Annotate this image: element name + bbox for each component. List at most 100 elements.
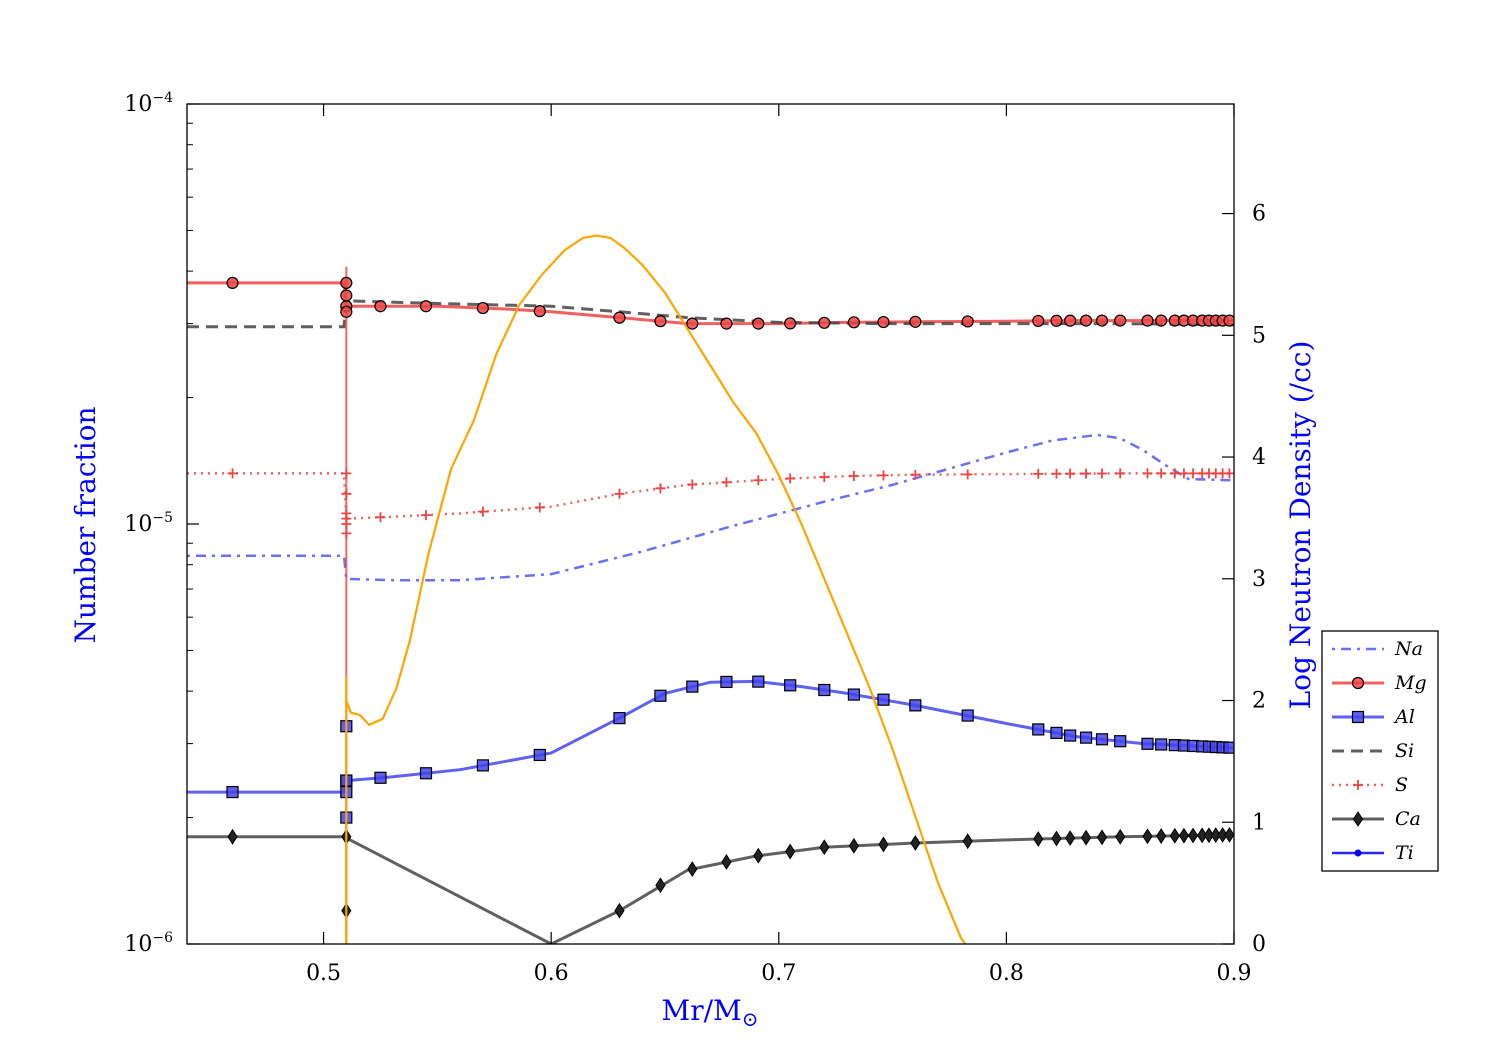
legend-label-al: Al bbox=[1393, 706, 1415, 728]
marker-ca bbox=[848, 837, 859, 854]
marker-ca bbox=[1051, 830, 1062, 847]
marker-al bbox=[1095, 733, 1109, 746]
tick-base: 10 bbox=[124, 932, 152, 957]
x-tick-label: 0.6 bbox=[534, 961, 569, 986]
marker-mg bbox=[1223, 314, 1234, 327]
marker-s bbox=[1096, 468, 1107, 479]
marker-mg bbox=[818, 316, 831, 329]
y-right-tick-label: 2 bbox=[1252, 689, 1266, 714]
series-line-s bbox=[187, 472, 1234, 520]
x-tick-label: 0.5 bbox=[306, 961, 341, 986]
marker-mg bbox=[340, 289, 353, 302]
marker-al bbox=[613, 712, 626, 725]
marker-ca bbox=[1080, 829, 1092, 846]
marker-mg bbox=[533, 305, 546, 318]
legend-label-si: Si bbox=[1395, 740, 1414, 762]
legend-label-ca: Ca bbox=[1395, 808, 1421, 830]
marker-s bbox=[819, 472, 830, 483]
x-axis-title: Mr/M⊙ bbox=[662, 994, 759, 1031]
marker-mg bbox=[1064, 314, 1077, 327]
y-axis-title-right: Log Neutron Density (/cc) bbox=[1284, 341, 1317, 710]
marker-mg bbox=[654, 315, 667, 328]
y-right-tick-label: 1 bbox=[1252, 810, 1266, 835]
marker-s bbox=[227, 468, 238, 479]
y-left-tick-label: 10−6 bbox=[124, 930, 173, 957]
marker-s bbox=[1065, 468, 1076, 479]
marker-s bbox=[1033, 468, 1044, 479]
marker-al bbox=[1079, 731, 1093, 744]
marker-ca bbox=[1217, 827, 1228, 843]
marker-mg bbox=[1050, 314, 1063, 327]
marker-mg bbox=[374, 300, 387, 313]
y-right-tick-label: 3 bbox=[1252, 567, 1266, 592]
marker-al bbox=[476, 759, 489, 772]
marker-al bbox=[654, 689, 667, 702]
marker-s bbox=[1051, 468, 1062, 479]
marker-al bbox=[533, 748, 546, 762]
marker-s bbox=[848, 471, 859, 482]
marker-mg bbox=[1095, 314, 1109, 327]
marker-ca bbox=[614, 902, 625, 919]
marker-ca bbox=[1210, 827, 1221, 844]
y-left-tick-label: 10−5 bbox=[124, 510, 173, 537]
legend-marker-s bbox=[1353, 780, 1363, 790]
marker-al bbox=[1050, 726, 1063, 740]
plot-background bbox=[187, 104, 1234, 944]
y-axis-title-left: Number fraction bbox=[69, 406, 102, 643]
marker-ca bbox=[819, 839, 830, 856]
marker-s bbox=[1188, 468, 1199, 479]
tick-base: 10 bbox=[124, 92, 152, 117]
marker-s bbox=[341, 508, 352, 519]
marker-mg bbox=[476, 301, 489, 315]
marker-ca bbox=[1096, 829, 1108, 846]
marker-mg bbox=[961, 315, 974, 328]
marker-al bbox=[1141, 737, 1154, 750]
marker-al bbox=[720, 675, 733, 689]
marker-al bbox=[909, 699, 922, 712]
marker-ca bbox=[878, 836, 889, 853]
marker-al bbox=[374, 771, 387, 784]
marker-s bbox=[687, 479, 698, 490]
x-tick-label: 0.7 bbox=[761, 961, 796, 986]
marker-s bbox=[1178, 468, 1189, 479]
legend-marker-mg bbox=[1351, 676, 1365, 690]
marker-mg bbox=[686, 317, 699, 330]
marker-mg bbox=[1141, 314, 1154, 327]
marker-mg bbox=[1079, 314, 1093, 327]
marker-mg bbox=[226, 276, 239, 290]
marker-al bbox=[818, 683, 831, 697]
marker-s bbox=[655, 483, 666, 494]
marker-mg bbox=[419, 300, 433, 313]
marker-al bbox=[1155, 738, 1168, 751]
y-right-tick-label: 5 bbox=[1252, 323, 1266, 348]
marker-ca bbox=[1033, 831, 1044, 847]
marker-al bbox=[686, 680, 699, 693]
marker-s bbox=[341, 519, 352, 529]
marker-ca bbox=[655, 877, 666, 894]
legend-marker-ti bbox=[1354, 849, 1362, 857]
series-line-na bbox=[187, 433, 1234, 582]
neutron-layer bbox=[345, 234, 967, 944]
marker-ca bbox=[1203, 827, 1215, 844]
y-left-tick-label: 10−4 bbox=[124, 90, 173, 117]
marker-ca bbox=[1142, 828, 1153, 845]
tick-exponent: −4 bbox=[152, 90, 173, 106]
marker-ca bbox=[1197, 827, 1208, 844]
legend-label-na: Na bbox=[1394, 638, 1423, 660]
marker-mg bbox=[1032, 314, 1045, 328]
marker-ca bbox=[753, 847, 764, 864]
tick-exponent: −5 bbox=[152, 510, 173, 526]
neutron-density-line bbox=[345, 234, 967, 944]
marker-ca bbox=[785, 843, 796, 860]
x-axis-title-sub: ⊙ bbox=[742, 1007, 759, 1031]
x-tick-label: 0.8 bbox=[989, 961, 1024, 986]
tick-exponent: −6 bbox=[152, 930, 173, 946]
marker-s bbox=[1224, 468, 1234, 479]
marker-mg bbox=[720, 317, 733, 330]
marker-s bbox=[785, 473, 796, 484]
marker-s bbox=[1115, 468, 1126, 479]
marker-s bbox=[341, 468, 352, 479]
legend-marker-ca bbox=[1352, 811, 1364, 827]
